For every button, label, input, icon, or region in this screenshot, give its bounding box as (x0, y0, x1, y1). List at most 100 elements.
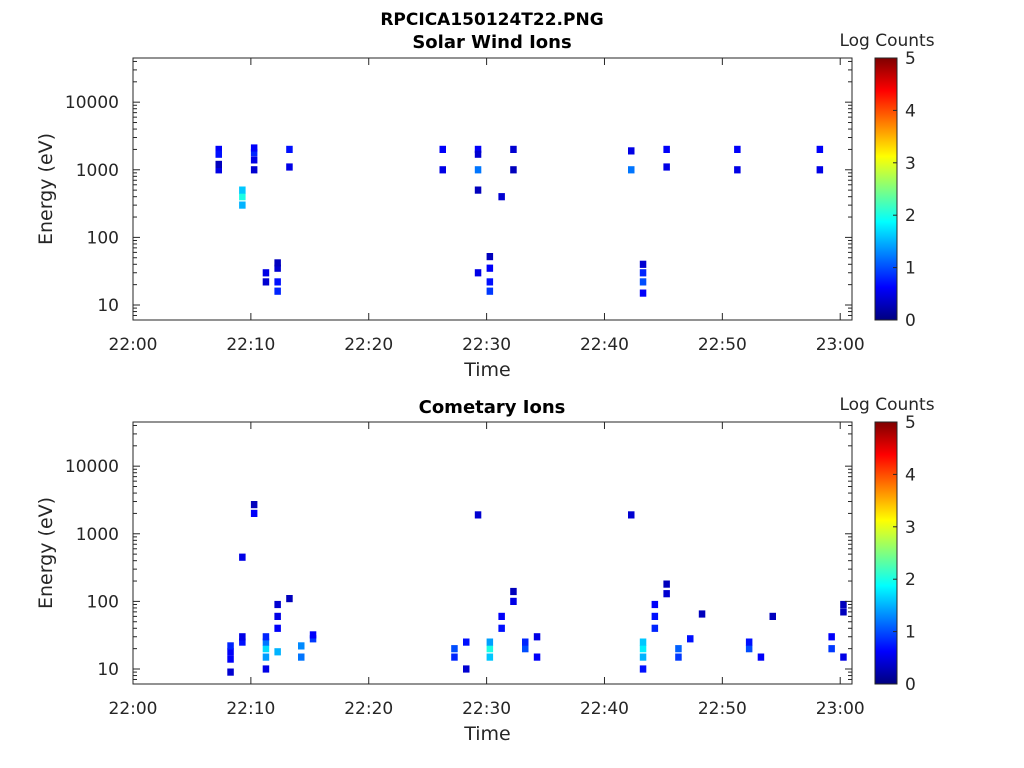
heatmap-cell (510, 166, 517, 174)
y-axis-label: Energy (eV) (35, 497, 57, 609)
panel-title: Cometary Ions (419, 397, 566, 418)
y-tick-label: 10 (97, 296, 119, 316)
heatmap-cell (463, 638, 470, 646)
heatmap-cell (463, 665, 470, 673)
heatmap-cell (274, 259, 281, 267)
heatmap-cell (639, 665, 647, 673)
y-tick-label: 1000 (76, 525, 119, 545)
heatmap-cell (239, 193, 246, 201)
axes-frame (132, 57, 853, 321)
heatmap-cell (215, 166, 222, 174)
heatmap-cell (439, 145, 446, 153)
heatmap-cell (510, 145, 517, 153)
colorbar-tick-label: 5 (905, 49, 916, 69)
colorbar-tick-label: 2 (905, 206, 916, 226)
y-tick-label: 100 (87, 228, 119, 248)
heatmap-cell (486, 653, 494, 661)
heatmap-cell (639, 278, 647, 286)
heatmap-cell (745, 645, 753, 653)
x-tick-label: 22:50 (698, 699, 747, 719)
plot-area (133, 58, 852, 320)
heatmap-cell (274, 612, 281, 620)
heatmap-cell (474, 511, 482, 519)
heatmap-cell (474, 150, 482, 158)
heatmap-cell (840, 608, 847, 616)
heatmap-cell (262, 278, 270, 286)
x-tick-label: 22:00 (109, 335, 158, 355)
heatmap-cell (639, 638, 647, 646)
heatmap-cell (498, 612, 505, 620)
colorbar-tick-label: 4 (905, 465, 916, 485)
heatmap-cell (250, 144, 258, 152)
heatmap-cell (262, 665, 270, 673)
heatmap-cell (828, 633, 835, 641)
heatmap-cell (639, 289, 647, 297)
colorbar-tick-label: 0 (905, 675, 916, 695)
heatmap-cell (651, 624, 659, 632)
heatmap-cell (274, 287, 281, 295)
x-tick-label: 22:40 (580, 335, 629, 355)
heatmap-cell (439, 166, 446, 174)
colorbar-tick-label: 1 (905, 623, 916, 643)
heatmap-cell (262, 269, 270, 277)
colorbar (874, 57, 898, 321)
heatmap-cell (451, 653, 458, 661)
heatmap-cell (227, 668, 234, 676)
colorbar-tick-label: 3 (905, 518, 916, 538)
colorbar (874, 421, 898, 685)
heatmap-cell (286, 595, 293, 603)
heatmap-cell (510, 587, 517, 596)
heatmap-cell (840, 653, 847, 661)
x-tick-label: 23:00 (816, 335, 865, 355)
panel-title: Solar Wind Ions (412, 32, 571, 53)
heatmap-cell (474, 166, 482, 174)
heatmap-cell (227, 642, 234, 650)
colorbar-tick-label: 3 (905, 154, 916, 174)
heatmap-cell (675, 645, 682, 653)
heatmap-cell (239, 638, 246, 646)
heatmap-cell (533, 633, 541, 641)
heatmap-cell (250, 509, 258, 517)
heatmap-cell (274, 648, 281, 656)
heatmap-cell (522, 638, 529, 646)
heatmap-cell (298, 653, 305, 661)
heatmap-cell (734, 166, 741, 174)
heatmap-cell (757, 653, 765, 661)
heatmap-cell (745, 638, 753, 646)
heatmap-cell (840, 600, 847, 609)
heatmap-cell (274, 264, 281, 272)
heatmap-cell (262, 638, 270, 646)
heatmap-cell (227, 648, 234, 656)
colorbar-tick-label: 1 (905, 259, 916, 279)
heatmap-cell (639, 653, 647, 661)
x-tick-label: 22:40 (580, 699, 629, 719)
heatmap-cell (250, 156, 258, 164)
heatmap-cell (262, 633, 270, 641)
heatmap-cell (474, 186, 482, 194)
x-tick-label: 22:20 (344, 699, 393, 719)
colorbar-label: Log Counts (839, 395, 934, 415)
heatmap-cell (309, 635, 317, 643)
heatmap-cell (274, 624, 281, 632)
x-axis-label: Time (463, 723, 511, 745)
heatmap-cell (486, 253, 494, 261)
heatmap-cell (239, 201, 246, 209)
heatmap-cell (486, 278, 494, 286)
heatmap-cell (239, 186, 246, 194)
heatmap-cell (816, 166, 824, 174)
heatmap-cell (486, 264, 494, 272)
x-axis-label: Time (463, 359, 511, 381)
heatmap-cell (533, 653, 541, 661)
heatmap-cell (274, 278, 281, 286)
colorbar-tick-label: 4 (905, 101, 916, 121)
heatmap-cell (486, 287, 494, 295)
heatmap-cell (628, 147, 635, 155)
heatmap-cell (215, 160, 222, 168)
heatmap-cell (510, 597, 517, 605)
heatmap-cell (675, 653, 682, 661)
heatmap-cell (486, 645, 494, 653)
heatmap-cell (828, 645, 835, 653)
